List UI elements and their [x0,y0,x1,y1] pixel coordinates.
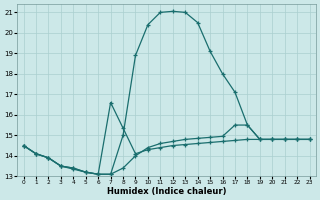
X-axis label: Humidex (Indice chaleur): Humidex (Indice chaleur) [107,187,226,196]
